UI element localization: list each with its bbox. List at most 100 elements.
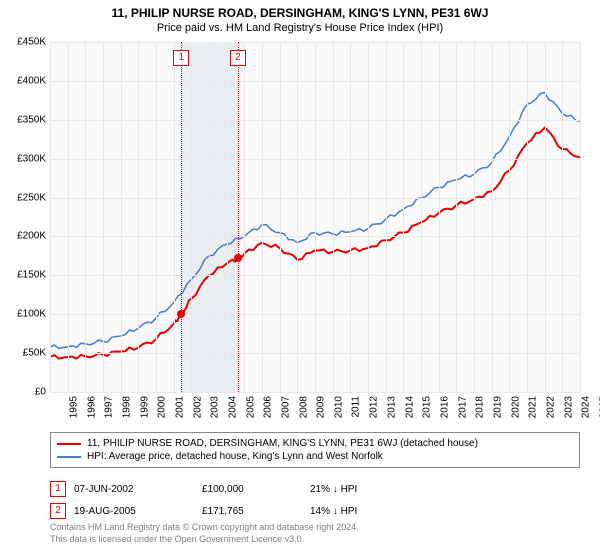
legend-box: 11, PHILIP NURSE ROAD, DERSINGHAM, KING'…	[50, 432, 580, 468]
x-axis-label: 2019	[492, 396, 503, 418]
x-axis-label: 1998	[121, 396, 132, 418]
gridline-v	[403, 42, 404, 392]
x-axis-label: 2016	[439, 396, 450, 418]
gridline-v	[262, 42, 263, 392]
y-axis-label: £300K	[2, 153, 46, 164]
x-axis-label: 2013	[386, 396, 397, 418]
gridline-v	[191, 42, 192, 392]
gridline-h	[50, 392, 580, 393]
gridline-v	[315, 42, 316, 392]
sale-price: £171,765	[202, 506, 302, 517]
x-axis-label: 1996	[86, 396, 97, 418]
x-axis-label: 2018	[475, 396, 486, 418]
x-axis-label: 1997	[104, 396, 115, 418]
sale-vs-hpi: 21% ↓ HPI	[310, 484, 430, 495]
gridline-v	[121, 42, 122, 392]
y-axis-label: £250K	[2, 192, 46, 203]
gridline-v	[492, 42, 493, 392]
legend-swatch-price-paid	[57, 443, 81, 445]
gridline-v	[85, 42, 86, 392]
x-axis-label: 1999	[139, 396, 150, 418]
gridline-v	[562, 42, 563, 392]
x-axis-label: 2014	[404, 396, 415, 418]
sale-date: 19-AUG-2005	[74, 506, 194, 517]
gridline-v	[386, 42, 387, 392]
sale-marker-icon: 1	[50, 481, 66, 497]
x-axis-label: 2015	[422, 396, 433, 418]
gridline-v	[333, 42, 334, 392]
gridline-v	[174, 42, 175, 392]
x-axis-label: 2002	[192, 396, 203, 418]
gridline-v	[545, 42, 546, 392]
table-row: 2 19-AUG-2005 £171,765 14% ↓ HPI	[50, 500, 580, 522]
gridline-v	[474, 42, 475, 392]
gridline-v	[580, 42, 581, 392]
y-axis-label: £100K	[2, 309, 46, 320]
x-axis-label: 2023	[563, 396, 574, 418]
gridline-v	[509, 42, 510, 392]
gridline-v	[156, 42, 157, 392]
gridline-v	[227, 42, 228, 392]
gridline-v	[50, 42, 51, 392]
marker-box-icon: 1	[173, 50, 189, 66]
x-axis-label: 2021	[528, 396, 539, 418]
y-axis-label: £400K	[2, 75, 46, 86]
x-axis-label: 2012	[369, 396, 380, 418]
x-axis-label: 2004	[227, 396, 238, 418]
marker-vline	[181, 42, 182, 392]
gridline-v	[68, 42, 69, 392]
sale-price: £100,000	[202, 484, 302, 495]
x-axis-label: 2006	[263, 396, 274, 418]
chart-plot-area: 12	[50, 42, 580, 392]
x-axis-label: 2005	[245, 396, 256, 418]
x-axis-label: 2000	[157, 396, 168, 418]
x-axis-label: 2010	[333, 396, 344, 418]
sale-point	[234, 254, 242, 262]
x-axis-label: 2022	[545, 396, 556, 418]
gridline-v	[103, 42, 104, 392]
y-axis-label: £450K	[2, 37, 46, 48]
x-axis-label: 2001	[174, 396, 185, 418]
table-row: 1 07-JUN-2002 £100,000 21% ↓ HPI	[50, 478, 580, 500]
legend-row-price-paid: 11, PHILIP NURSE ROAD, DERSINGHAM, KING'…	[57, 437, 573, 450]
footer-line: This data is licensed under the Open Gov…	[50, 534, 359, 546]
gridline-v	[138, 42, 139, 392]
legend-label-price-paid: 11, PHILIP NURSE ROAD, DERSINGHAM, KING'…	[87, 438, 478, 449]
gridline-v	[244, 42, 245, 392]
legend-row-hpi: HPI: Average price, detached house, King…	[57, 450, 573, 463]
x-axis-label: 2003	[210, 396, 221, 418]
x-axis-label: 2017	[457, 396, 468, 418]
gridline-v	[456, 42, 457, 392]
footer-line: Contains HM Land Registry data © Crown c…	[50, 522, 359, 534]
x-axis-label: 2008	[298, 396, 309, 418]
gridline-v	[421, 42, 422, 392]
y-axis-label: £150K	[2, 270, 46, 281]
gridline-v	[368, 42, 369, 392]
sale-point	[177, 310, 185, 318]
y-axis-label: £0	[2, 387, 46, 398]
sale-marker-icon: 2	[50, 503, 66, 519]
legend-swatch-hpi	[57, 456, 81, 458]
marker-box-icon: 2	[230, 50, 246, 66]
marker-vline	[238, 42, 239, 392]
chart-title: 11, PHILIP NURSE ROAD, DERSINGHAM, KING'…	[0, 0, 600, 20]
y-axis-label: £200K	[2, 231, 46, 242]
gridline-v	[297, 42, 298, 392]
x-axis-label: 2009	[316, 396, 327, 418]
x-axis-label: 1995	[68, 396, 79, 418]
sales-table: 1 07-JUN-2002 £100,000 21% ↓ HPI 2 19-AU…	[50, 478, 580, 522]
x-axis-label: 2024	[581, 396, 592, 418]
sale-date: 07-JUN-2002	[74, 484, 194, 495]
chart-subtitle: Price paid vs. HM Land Registry's House …	[0, 20, 600, 38]
gridline-v	[209, 42, 210, 392]
gridline-v	[350, 42, 351, 392]
x-axis-label: 2020	[510, 396, 521, 418]
y-axis-label: £350K	[2, 114, 46, 125]
x-axis-label: 2011	[350, 396, 361, 418]
x-axis-label: 2007	[280, 396, 291, 418]
gridline-v	[280, 42, 281, 392]
footer-attribution: Contains HM Land Registry data © Crown c…	[50, 522, 359, 545]
gridline-v	[439, 42, 440, 392]
legend-label-hpi: HPI: Average price, detached house, King…	[87, 451, 383, 462]
gridline-v	[527, 42, 528, 392]
